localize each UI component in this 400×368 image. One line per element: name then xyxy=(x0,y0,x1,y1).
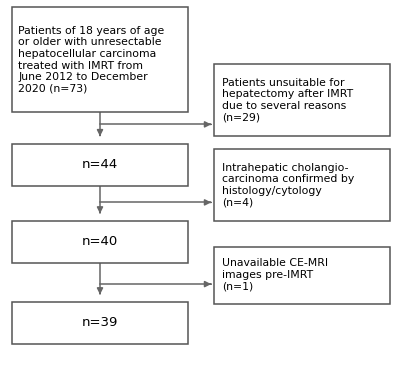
FancyBboxPatch shape xyxy=(12,144,188,186)
Text: n=40: n=40 xyxy=(82,236,118,248)
FancyBboxPatch shape xyxy=(214,149,390,221)
FancyBboxPatch shape xyxy=(12,7,188,112)
Text: Patients of 18 years of age
or older with unresectable
hepatocellular carcinoma
: Patients of 18 years of age or older wit… xyxy=(18,26,164,94)
FancyBboxPatch shape xyxy=(214,247,390,304)
FancyBboxPatch shape xyxy=(12,302,188,344)
FancyBboxPatch shape xyxy=(12,221,188,263)
Text: n=39: n=39 xyxy=(82,316,118,329)
Text: Unavailable CE-MRI
images pre-IMRT
(n=1): Unavailable CE-MRI images pre-IMRT (n=1) xyxy=(222,258,328,292)
FancyBboxPatch shape xyxy=(214,64,390,136)
Text: Intrahepatic cholangio-
carcinoma confirmed by
histology/cytology
(n=4): Intrahepatic cholangio- carcinoma confir… xyxy=(222,163,354,207)
Text: n=44: n=44 xyxy=(82,158,118,171)
Text: Patients unsuitable for
hepatectomy after IMRT
due to several reasons
(n=29): Patients unsuitable for hepatectomy afte… xyxy=(222,78,353,123)
